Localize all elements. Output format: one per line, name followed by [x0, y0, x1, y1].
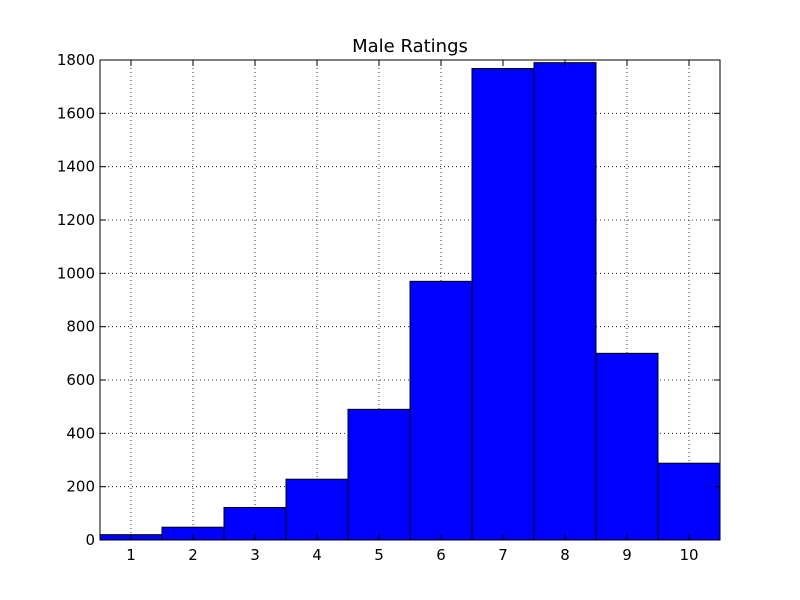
bar-4 — [285, 478, 349, 541]
plot-frame — [99, 59, 721, 541]
x-tick-label: 5 — [374, 546, 384, 564]
y-tick-label: 1800 — [57, 51, 95, 69]
tick-marks — [100, 59, 720, 541]
bar-7 — [471, 68, 535, 541]
x-tick-label: 3 — [250, 546, 260, 564]
bar-6 — [409, 280, 473, 541]
y-tick-label: 200 — [66, 478, 95, 496]
x-tick-label: 2 — [188, 546, 198, 564]
bar-8 — [533, 62, 597, 541]
x-tick-label: 10 — [679, 546, 698, 564]
bar-5 — [347, 408, 411, 541]
x-tick-label: 7 — [498, 546, 508, 564]
x-tick-label: 9 — [622, 546, 632, 564]
y-tick-label: 1400 — [57, 158, 95, 176]
y-tick-label: 1200 — [57, 211, 95, 229]
y-tick-label: 1000 — [57, 264, 95, 282]
chart-title: Male Ratings — [352, 36, 468, 57]
y-tick-label: 1600 — [57, 104, 95, 122]
y-tick-label: 400 — [66, 424, 95, 442]
y-tick-label: 800 — [66, 318, 95, 336]
x-tick-label: 1 — [126, 546, 136, 564]
y-tick-label: 600 — [66, 371, 95, 389]
x-tick-labels: 1 2 3 4 5 6 7 8 9 10 — [126, 546, 698, 564]
x-tick-label: 8 — [560, 546, 570, 564]
x-tick-label: 4 — [312, 546, 322, 564]
bar-9 — [595, 352, 659, 541]
bar-10 — [657, 462, 721, 541]
y-tick-labels: 0 200 400 600 800 1000 1200 1400 1600 1800 — [57, 51, 95, 549]
y-tick-label: 0 — [85, 531, 95, 549]
x-tick-label: 6 — [436, 546, 446, 564]
